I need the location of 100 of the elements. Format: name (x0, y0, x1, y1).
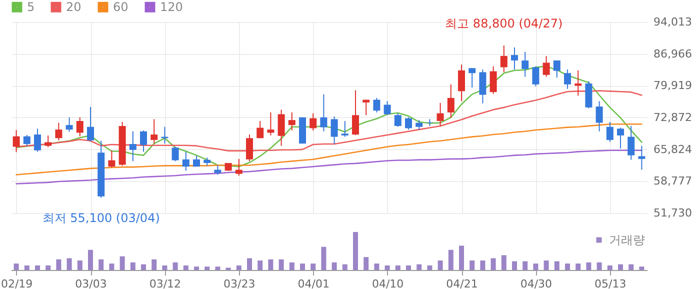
bar (268, 259, 274, 270)
bar (152, 259, 157, 270)
x-tick-label: 04/01 (298, 278, 330, 289)
y-tick-label: 72,872 (654, 111, 692, 124)
candlestick (108, 150, 116, 168)
bar (448, 250, 454, 270)
bar (395, 265, 400, 270)
candlestick (447, 84, 454, 118)
candlestick (596, 100, 603, 132)
candlestick (140, 130, 147, 152)
candlestick (129, 130, 136, 162)
bar (66, 258, 72, 270)
line-series (16, 123, 642, 176)
candlestick (574, 70, 582, 96)
bar (236, 265, 242, 270)
candlestick (362, 99, 370, 116)
bar (522, 261, 528, 270)
candlestick (405, 116, 412, 130)
bar (141, 264, 146, 270)
candlestick (246, 134, 253, 162)
y-tick-label: 79,919 (654, 79, 692, 92)
bar (639, 266, 644, 270)
bar (258, 260, 263, 270)
bar (554, 261, 560, 270)
candlestick (511, 46, 518, 70)
bar (490, 258, 496, 270)
bar (109, 264, 114, 270)
y-tick-label: 86,966 (654, 47, 692, 60)
legend-label: 5 (27, 0, 35, 14)
candlestick (288, 112, 296, 131)
bar (130, 262, 136, 270)
candlestick (468, 68, 476, 88)
bar (427, 265, 432, 270)
bar (544, 260, 549, 270)
candlestick (55, 122, 62, 141)
legend-label: 거래량 (609, 233, 645, 247)
candlestick (87, 106, 94, 142)
candlestick (542, 55, 550, 78)
candlestick (150, 118, 158, 144)
bar (194, 266, 199, 270)
candlestick (341, 120, 348, 138)
candlestick (66, 116, 73, 132)
bar (459, 246, 464, 270)
bar (172, 262, 178, 270)
bar (512, 261, 517, 270)
x-tick-label: 03/03 (75, 278, 107, 289)
candlestick (44, 134, 52, 148)
candlestick (12, 130, 20, 153)
candlestick (479, 68, 486, 104)
x-tick-label: 04/30 (520, 278, 552, 289)
x-tick-label: 05/13 (594, 278, 626, 289)
bar (77, 260, 82, 270)
candlestick (23, 134, 30, 146)
bar (98, 259, 104, 270)
x-tick-label: 04/10 (372, 278, 404, 289)
candlestick (235, 158, 242, 176)
bar (35, 265, 40, 270)
x-tick-label: 03/23 (224, 278, 256, 289)
bar (384, 265, 390, 270)
bar (120, 256, 125, 270)
y-tick-label: 51,730 (654, 206, 692, 220)
annotation: 최저 55,100 (03/04) (42, 210, 160, 225)
bar (470, 260, 475, 270)
bar (162, 265, 168, 270)
bar (628, 264, 634, 270)
bar (618, 264, 623, 270)
bar (88, 250, 93, 270)
candlestick (320, 94, 328, 132)
bar (24, 265, 30, 270)
candlestick (416, 120, 423, 130)
candlestick (172, 146, 179, 162)
bar (289, 262, 294, 270)
candlestick (553, 60, 560, 78)
candlestick (490, 66, 497, 94)
candlestick (436, 102, 444, 126)
candlestick (606, 121, 614, 142)
candlestick (256, 120, 264, 139)
candlestick (628, 125, 635, 160)
y-tick-label: 65,824 (654, 142, 692, 156)
candlestick (426, 118, 434, 126)
bar (14, 264, 19, 270)
bar (374, 264, 380, 270)
candlestick (394, 112, 402, 128)
legend-label: 60 (113, 0, 128, 14)
bar (416, 264, 422, 270)
bar (300, 264, 305, 270)
y-tick-label: 58,777 (654, 174, 692, 188)
bar (576, 264, 581, 270)
bar (596, 262, 602, 270)
bar (215, 266, 220, 270)
candlestick (617, 127, 624, 150)
bar (321, 246, 326, 270)
candlestick (458, 64, 465, 102)
candlestick (532, 66, 540, 87)
candlestick (182, 151, 190, 172)
bar (406, 265, 411, 270)
candlestick (522, 51, 529, 78)
candlestick (310, 112, 317, 131)
bar (565, 264, 570, 270)
legend-label: 20 (66, 0, 82, 14)
